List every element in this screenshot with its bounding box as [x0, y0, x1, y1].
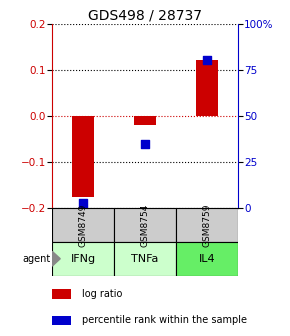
Bar: [196, 60, 218, 116]
Text: GSM8759: GSM8759: [202, 203, 211, 247]
Bar: [176, 208, 238, 242]
Point: [143, 141, 147, 146]
Point: [204, 58, 209, 63]
Text: agent: agent: [23, 254, 51, 264]
Text: IFNg: IFNg: [70, 254, 96, 264]
Text: IL4: IL4: [199, 254, 215, 264]
Bar: [52, 208, 114, 242]
Point: [81, 200, 86, 205]
Text: TNFa: TNFa: [131, 254, 159, 264]
Bar: [52, 316, 71, 325]
Bar: [52, 289, 71, 298]
Text: percentile rank within the sample: percentile rank within the sample: [82, 315, 247, 325]
Bar: [52, 242, 114, 276]
Title: GDS498 / 28737: GDS498 / 28737: [88, 8, 202, 23]
Bar: [176, 242, 238, 276]
Text: GSM8754: GSM8754: [140, 203, 150, 247]
Text: log ratio: log ratio: [82, 289, 122, 299]
Bar: [72, 116, 94, 197]
Bar: [114, 208, 176, 242]
Bar: [114, 242, 176, 276]
Bar: [134, 116, 156, 125]
Text: GSM8749: GSM8749: [79, 203, 88, 247]
Polygon shape: [52, 251, 60, 266]
